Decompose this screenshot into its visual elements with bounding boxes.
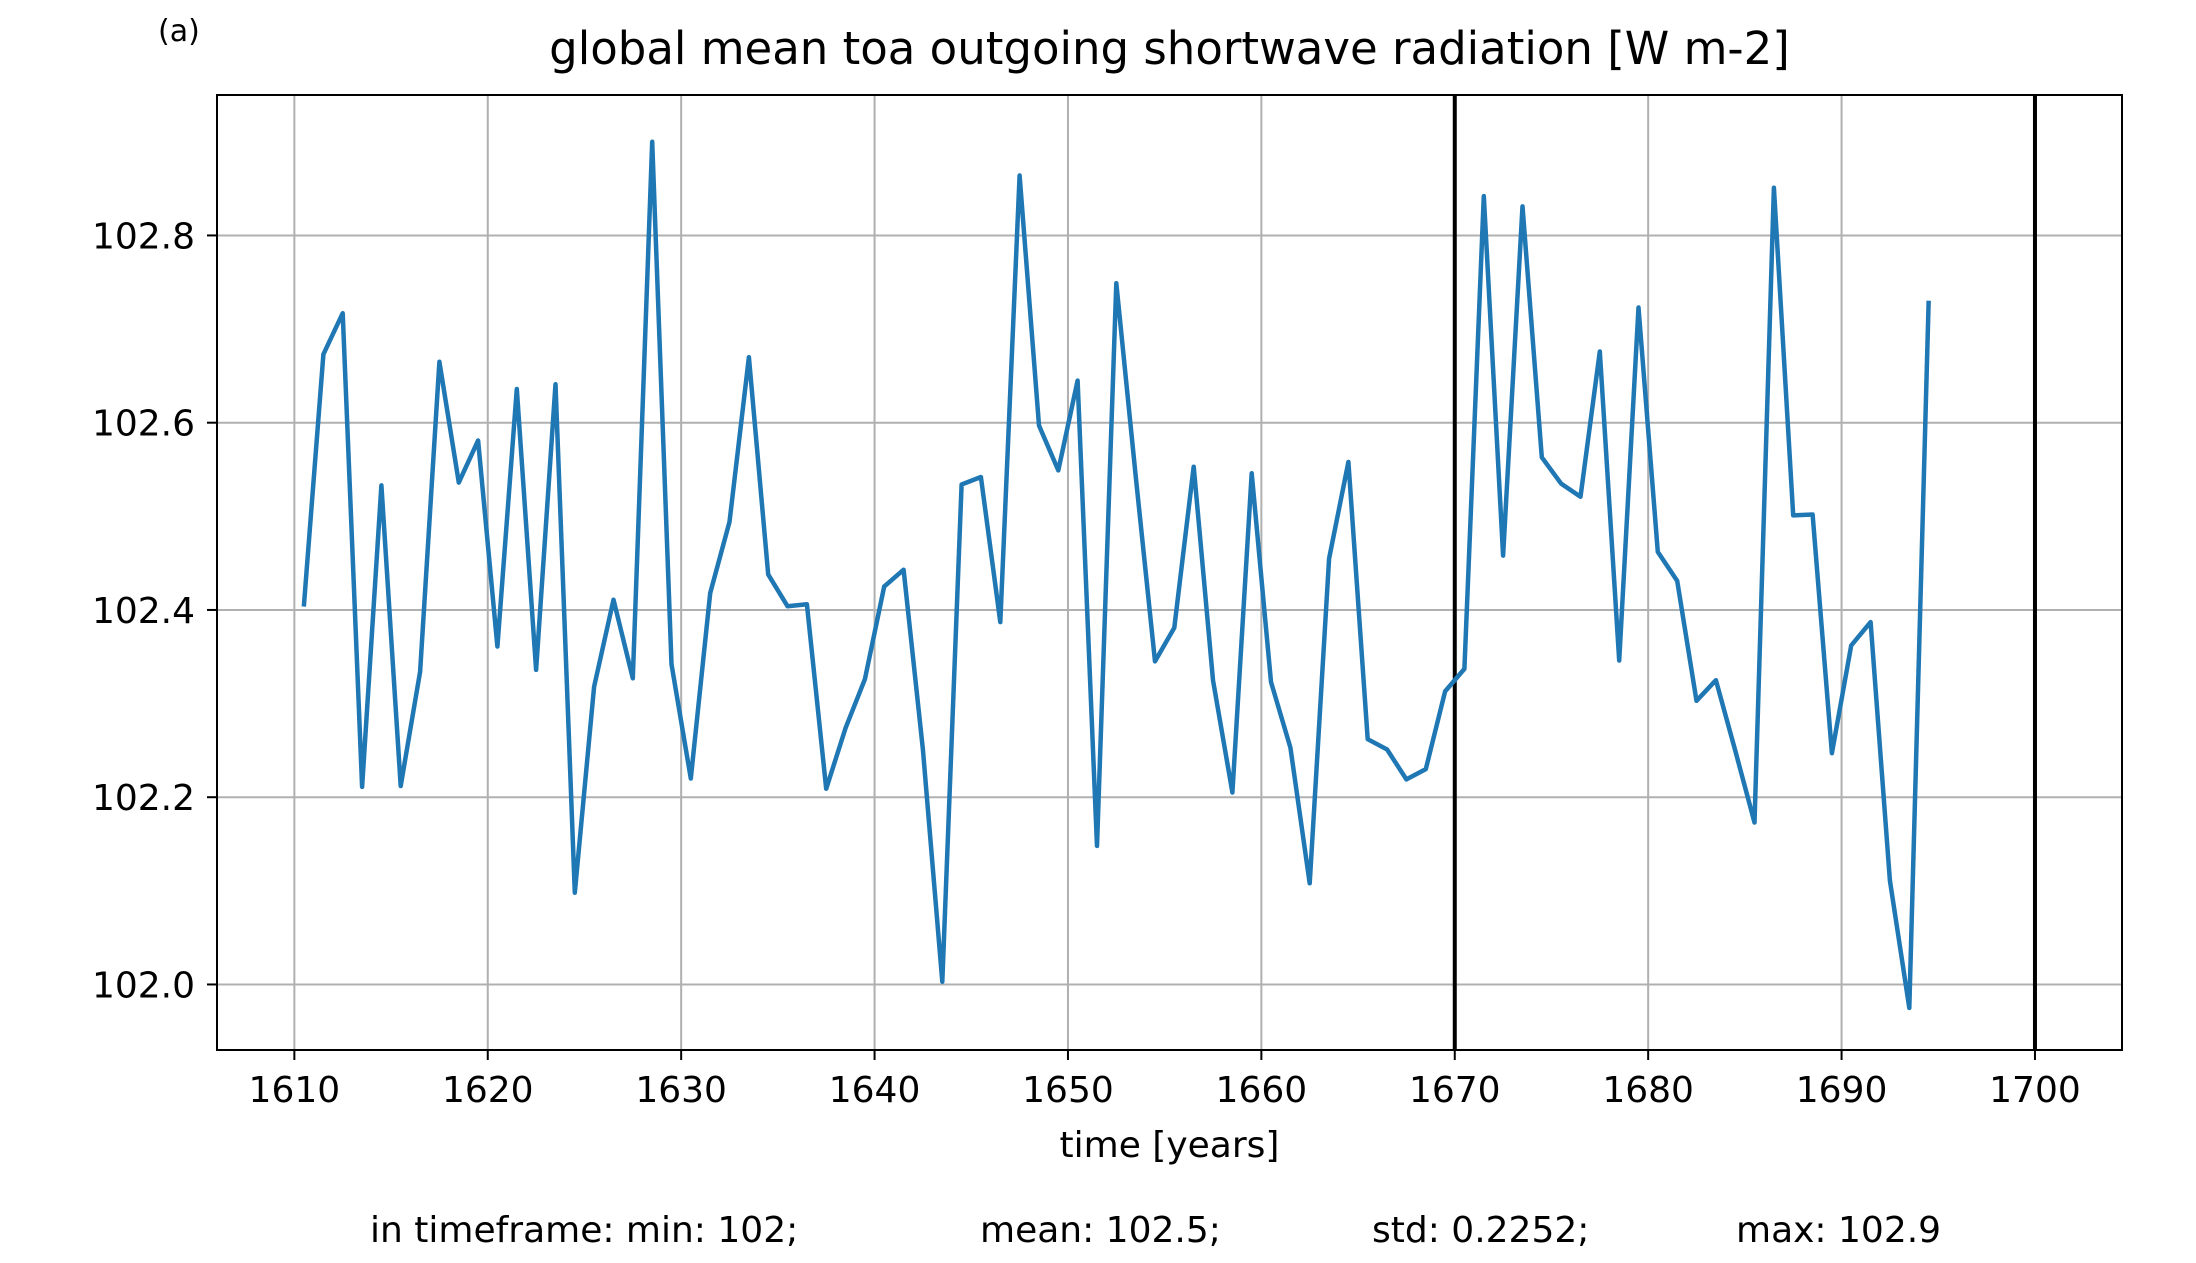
axes-frame bbox=[216, 94, 2123, 1051]
x-tick-label: 1680 bbox=[1602, 1070, 1694, 1111]
stat-min: in timeframe: min: 102; bbox=[370, 1210, 799, 1251]
y-tick-label: 102.8 bbox=[92, 216, 195, 257]
x-tick-label: 1620 bbox=[442, 1070, 534, 1111]
x-tick-label: 1660 bbox=[1216, 1070, 1308, 1111]
stat-std: std: 0.2252; bbox=[1372, 1210, 1590, 1251]
x-tick-label: 1670 bbox=[1409, 1070, 1501, 1111]
x-tick-label: 1610 bbox=[249, 1070, 341, 1111]
ticks: 1610 1620 1630 1640 1650 1660 1670 1680 1690 1700… bbox=[92, 216, 2081, 1111]
vertical-markers bbox=[1452, 95, 2037, 1050]
series-layer bbox=[301, 139, 1931, 1011]
stat-mean: mean: 102.5; bbox=[980, 1210, 1221, 1251]
y-tick-label: 102.6 bbox=[92, 404, 195, 445]
series-line bbox=[301, 139, 1931, 1011]
x-tick-label: 1650 bbox=[1022, 1070, 1114, 1111]
y-tick-label: 102.0 bbox=[92, 965, 195, 1006]
y-tick-label: 102.2 bbox=[92, 778, 195, 819]
x-axis-label: time [years] bbox=[1059, 1125, 1280, 1166]
x-tick-label: 1690 bbox=[1796, 1070, 1888, 1111]
y-tick-label: 102.4 bbox=[92, 591, 195, 632]
chart-title: global mean toa outgoing shortwave radia… bbox=[549, 22, 1790, 75]
x-tick-label: 1700 bbox=[1989, 1070, 2081, 1111]
stat-max: max: 102.9 bbox=[1736, 1210, 1942, 1251]
x-tick-label: 1640 bbox=[829, 1070, 921, 1111]
x-tick-label: 1630 bbox=[635, 1070, 727, 1111]
panel-label: (a) bbox=[158, 14, 200, 49]
